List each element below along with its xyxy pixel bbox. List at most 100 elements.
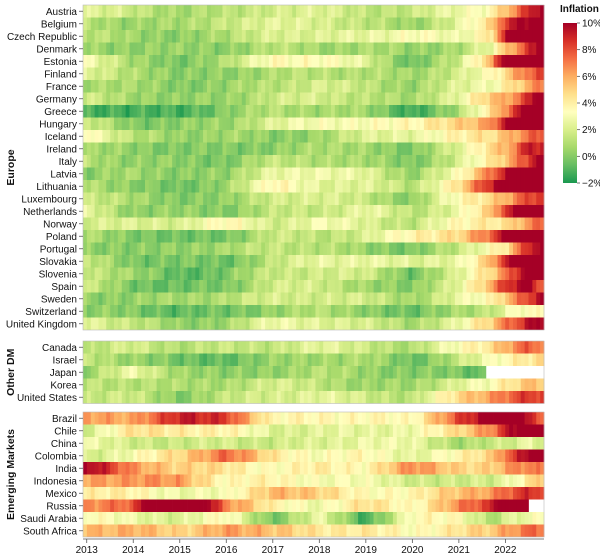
- heatmap-cell: [141, 30, 146, 43]
- heatmap-cell: [493, 192, 498, 205]
- heatmap-cell: [536, 67, 541, 80]
- heatmap-cell: [133, 42, 138, 55]
- heatmap-cell: [462, 230, 467, 243]
- heatmap-cell: [416, 117, 421, 130]
- heatmap-cell: [144, 474, 150, 487]
- heatmap-cell: [439, 499, 444, 512]
- heatmap-cell: [191, 378, 196, 391]
- heatmap-cell: [381, 449, 386, 462]
- heatmap-cell: [276, 217, 281, 230]
- heatmap-cell: [121, 378, 126, 391]
- heatmap-cell: [191, 217, 196, 230]
- heatmap-cell: [443, 512, 448, 525]
- heatmap-cell: [319, 130, 324, 143]
- heatmap-cell: [226, 167, 231, 180]
- heatmap-cell: [214, 317, 219, 330]
- heatmap-cell: [276, 292, 281, 305]
- heatmap-cell: [520, 130, 525, 143]
- heatmap-cell: [102, 292, 107, 305]
- heatmap-cell: [148, 341, 154, 354]
- heatmap-cell: [230, 230, 235, 243]
- heatmap-cell: [338, 487, 343, 500]
- heatmap-cell: [454, 105, 460, 118]
- heatmap-cell: [412, 217, 417, 230]
- heatmap-cell: [361, 487, 367, 500]
- heatmap-cell: [129, 391, 134, 404]
- heatmap-cell: [470, 474, 475, 487]
- heatmap-cell: [327, 524, 332, 537]
- heatmap-cell: [276, 55, 281, 68]
- heatmap-cell: [94, 155, 99, 168]
- heatmap-cell: [516, 378, 522, 391]
- heatmap-cell: [466, 424, 471, 437]
- heatmap-cell: [369, 30, 374, 43]
- heatmap-cell: [121, 487, 126, 500]
- heatmap-cell: [404, 205, 409, 218]
- heatmap-cell: [156, 280, 161, 293]
- heatmap-cell: [137, 167, 142, 180]
- heatmap-cell: [292, 242, 297, 255]
- heatmap-cell: [447, 130, 452, 143]
- heatmap-cell: [98, 192, 103, 205]
- heatmap-cell: [288, 524, 293, 537]
- heatmap-cell: [462, 499, 467, 512]
- heatmap-cell: [276, 524, 281, 537]
- heatmap-cell: [206, 462, 212, 475]
- heatmap-cell: [470, 267, 475, 280]
- heatmap-cell: [268, 474, 274, 487]
- heatmap-cell: [156, 80, 161, 93]
- heatmap-cell: [121, 437, 126, 450]
- heatmap-cell: [520, 67, 525, 80]
- heatmap-cell: [369, 67, 374, 80]
- heatmap-cell: [237, 155, 243, 168]
- heatmap-cell: [338, 217, 343, 230]
- heatmap-cell: [381, 462, 386, 475]
- heatmap-cell: [497, 92, 502, 105]
- heatmap-cell: [389, 280, 394, 293]
- heatmap-cell: [493, 280, 498, 293]
- heatmap-cell: [361, 317, 367, 330]
- heatmap-cell: [226, 353, 231, 366]
- heatmap-cell: [90, 280, 95, 293]
- heatmap-cell: [520, 142, 525, 155]
- heatmap-cell: [361, 524, 367, 537]
- heatmap-cell: [462, 487, 467, 500]
- heatmap-cell: [319, 462, 324, 475]
- heatmap-cell: [361, 55, 367, 68]
- heatmap-cell: [427, 292, 432, 305]
- heatmap-cell: [299, 366, 305, 379]
- heatmap-cell: [137, 487, 142, 500]
- heatmap-cell: [98, 55, 103, 68]
- heatmap-cell: [206, 192, 212, 205]
- heatmap-cell: [447, 105, 452, 118]
- heatmap-cell: [377, 391, 382, 404]
- heatmap-cell: [373, 167, 378, 180]
- heatmap-cell: [516, 205, 522, 218]
- heatmap-cell: [443, 167, 448, 180]
- heatmap-cell: [230, 55, 235, 68]
- heatmap-cell: [98, 424, 103, 437]
- heatmap-cell: [396, 167, 402, 180]
- heatmap-cell: [420, 17, 425, 30]
- heatmap-cell: [230, 42, 235, 55]
- heatmap-cell: [183, 462, 188, 475]
- heatmap-cell: [156, 449, 161, 462]
- heatmap-cell: [272, 217, 278, 230]
- heatmap-cell: [137, 424, 142, 437]
- heatmap-cell: [125, 341, 130, 354]
- heatmap-cell: [540, 242, 545, 255]
- heatmap-cell: [404, 155, 409, 168]
- heatmap-cell: [354, 378, 359, 391]
- heatmap-cell: [183, 437, 188, 450]
- heatmap-cell: [474, 180, 479, 193]
- heatmap-cell: [206, 487, 212, 500]
- heatmap-cell: [160, 317, 165, 330]
- heatmap-cell: [261, 30, 266, 43]
- heatmap-cell: [303, 117, 309, 130]
- heatmap-cell: [505, 512, 510, 525]
- heatmap-cell: [532, 437, 537, 450]
- heatmap-cell: [129, 341, 134, 354]
- heatmap-cell: [489, 449, 494, 462]
- heatmap-cell: [470, 180, 475, 193]
- heatmap-cell: [466, 378, 471, 391]
